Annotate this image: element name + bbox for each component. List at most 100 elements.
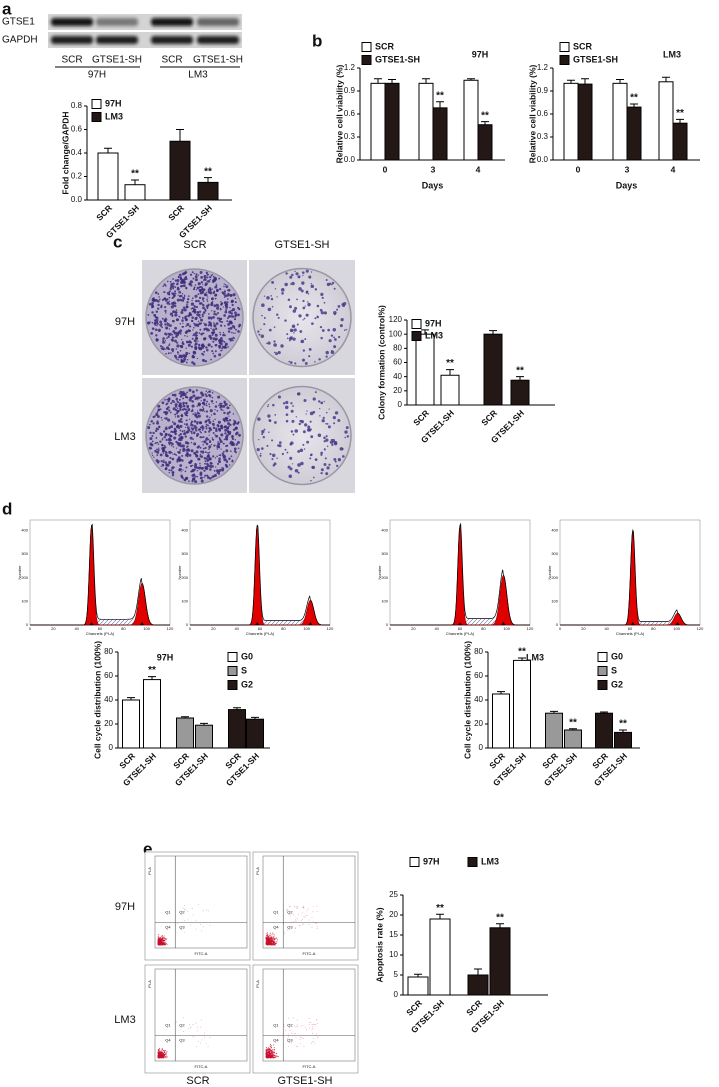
colony-dot — [307, 303, 310, 306]
colony-dot — [169, 409, 170, 410]
blot-band — [51, 36, 93, 44]
colony-dot — [227, 317, 229, 319]
colony-dot — [220, 448, 221, 449]
colony-dot — [210, 328, 211, 329]
scatter-dot — [274, 1055, 275, 1056]
legend-swatch — [468, 858, 477, 867]
histogram-outline — [30, 525, 170, 626]
colony-dot — [199, 458, 201, 460]
colony-dot — [203, 329, 205, 331]
colony-dot — [189, 325, 191, 327]
colony-dot — [182, 341, 184, 343]
colony-dot — [180, 285, 182, 287]
colony-dot — [176, 344, 179, 347]
colony-dot — [261, 335, 264, 338]
colony-dot — [205, 279, 207, 281]
scatter-dot — [312, 927, 313, 928]
colony-dot — [196, 416, 199, 419]
colony-dot — [320, 337, 322, 339]
colony-dot — [226, 459, 227, 460]
colony-dot — [224, 283, 225, 284]
colony-dot — [216, 307, 219, 310]
y-tick-label: 0 — [109, 743, 114, 752]
scatter-dot — [287, 930, 288, 931]
colony-dot — [230, 455, 232, 457]
x-tick-label: SCR — [94, 203, 114, 223]
scatter-dot — [271, 937, 272, 938]
scatter-dot — [297, 918, 298, 919]
scatter-dot — [268, 943, 269, 944]
colony-dot — [220, 440, 223, 443]
colony-dot — [211, 302, 213, 304]
colony-dot — [174, 428, 177, 431]
colony-dot — [227, 298, 229, 300]
scatter-dot — [268, 941, 269, 942]
colony-dot — [180, 299, 183, 302]
bar — [596, 713, 613, 748]
colony-dot — [206, 427, 208, 429]
colony-dot — [156, 339, 159, 342]
blot-lane-label: SCR — [161, 55, 182, 66]
significance-label: ** — [619, 719, 627, 730]
colony-dot — [326, 466, 329, 469]
colony-dot — [187, 298, 189, 300]
colony-dot — [300, 449, 303, 452]
scatter-dot — [270, 939, 271, 940]
colony-dot — [218, 457, 221, 460]
colony-dot — [191, 474, 194, 477]
scatter-dot — [297, 1025, 298, 1026]
colony-dot — [227, 289, 229, 291]
colony-dot — [212, 316, 215, 319]
colony-dot — [173, 446, 175, 448]
scatter-dot — [288, 1034, 289, 1035]
colony-dot — [192, 355, 194, 357]
colony-dot — [193, 427, 195, 429]
colony-dot — [182, 343, 184, 345]
colony-dot — [172, 458, 175, 461]
colony-dot — [233, 429, 235, 431]
colony-dot — [192, 329, 193, 330]
scatter-dot — [269, 940, 270, 941]
colony-dot — [169, 326, 170, 327]
colony-dot — [158, 443, 160, 445]
colony-dot — [175, 405, 177, 407]
colony-dot — [153, 297, 154, 298]
scatter-y-label: PI-A — [255, 980, 260, 988]
colony-dot — [237, 330, 240, 333]
colony-dot — [180, 430, 182, 432]
colony-dot — [231, 460, 233, 462]
colony-dot — [169, 457, 171, 459]
colony-dot — [178, 404, 181, 407]
colony-dot — [213, 323, 215, 325]
colony-dot — [228, 316, 229, 317]
colony-dot — [196, 423, 198, 425]
colony-dot — [152, 306, 154, 308]
colony-dot — [297, 450, 300, 453]
blot-lane-label: SCR — [61, 55, 82, 66]
colony-dot — [344, 430, 347, 433]
colony-dot — [193, 327, 195, 329]
scatter-dot — [167, 944, 168, 945]
scatter-dot — [204, 1035, 205, 1036]
colony-dot — [200, 396, 202, 398]
colony-dot — [205, 447, 207, 449]
scatter-dot — [165, 1056, 166, 1057]
colony-dot — [194, 306, 196, 308]
colony-dot — [291, 282, 294, 285]
colony-dot — [174, 327, 177, 330]
bar — [468, 975, 488, 995]
y-tick-label: 0.9 — [537, 86, 549, 95]
colony-dot — [227, 412, 230, 415]
colony-dot — [238, 434, 241, 437]
scatter-dot — [187, 911, 188, 912]
colony-dot — [176, 460, 178, 462]
colony-dot — [347, 435, 349, 437]
colony-dot — [163, 411, 165, 413]
scatter-dot — [166, 1052, 167, 1053]
colony-dot — [163, 453, 164, 454]
colony-dot — [320, 452, 323, 455]
colony-dot — [320, 293, 323, 296]
histogram-x-tick: 0 — [389, 626, 392, 631]
colony-dot — [170, 412, 172, 414]
scatter-dot — [316, 923, 317, 924]
